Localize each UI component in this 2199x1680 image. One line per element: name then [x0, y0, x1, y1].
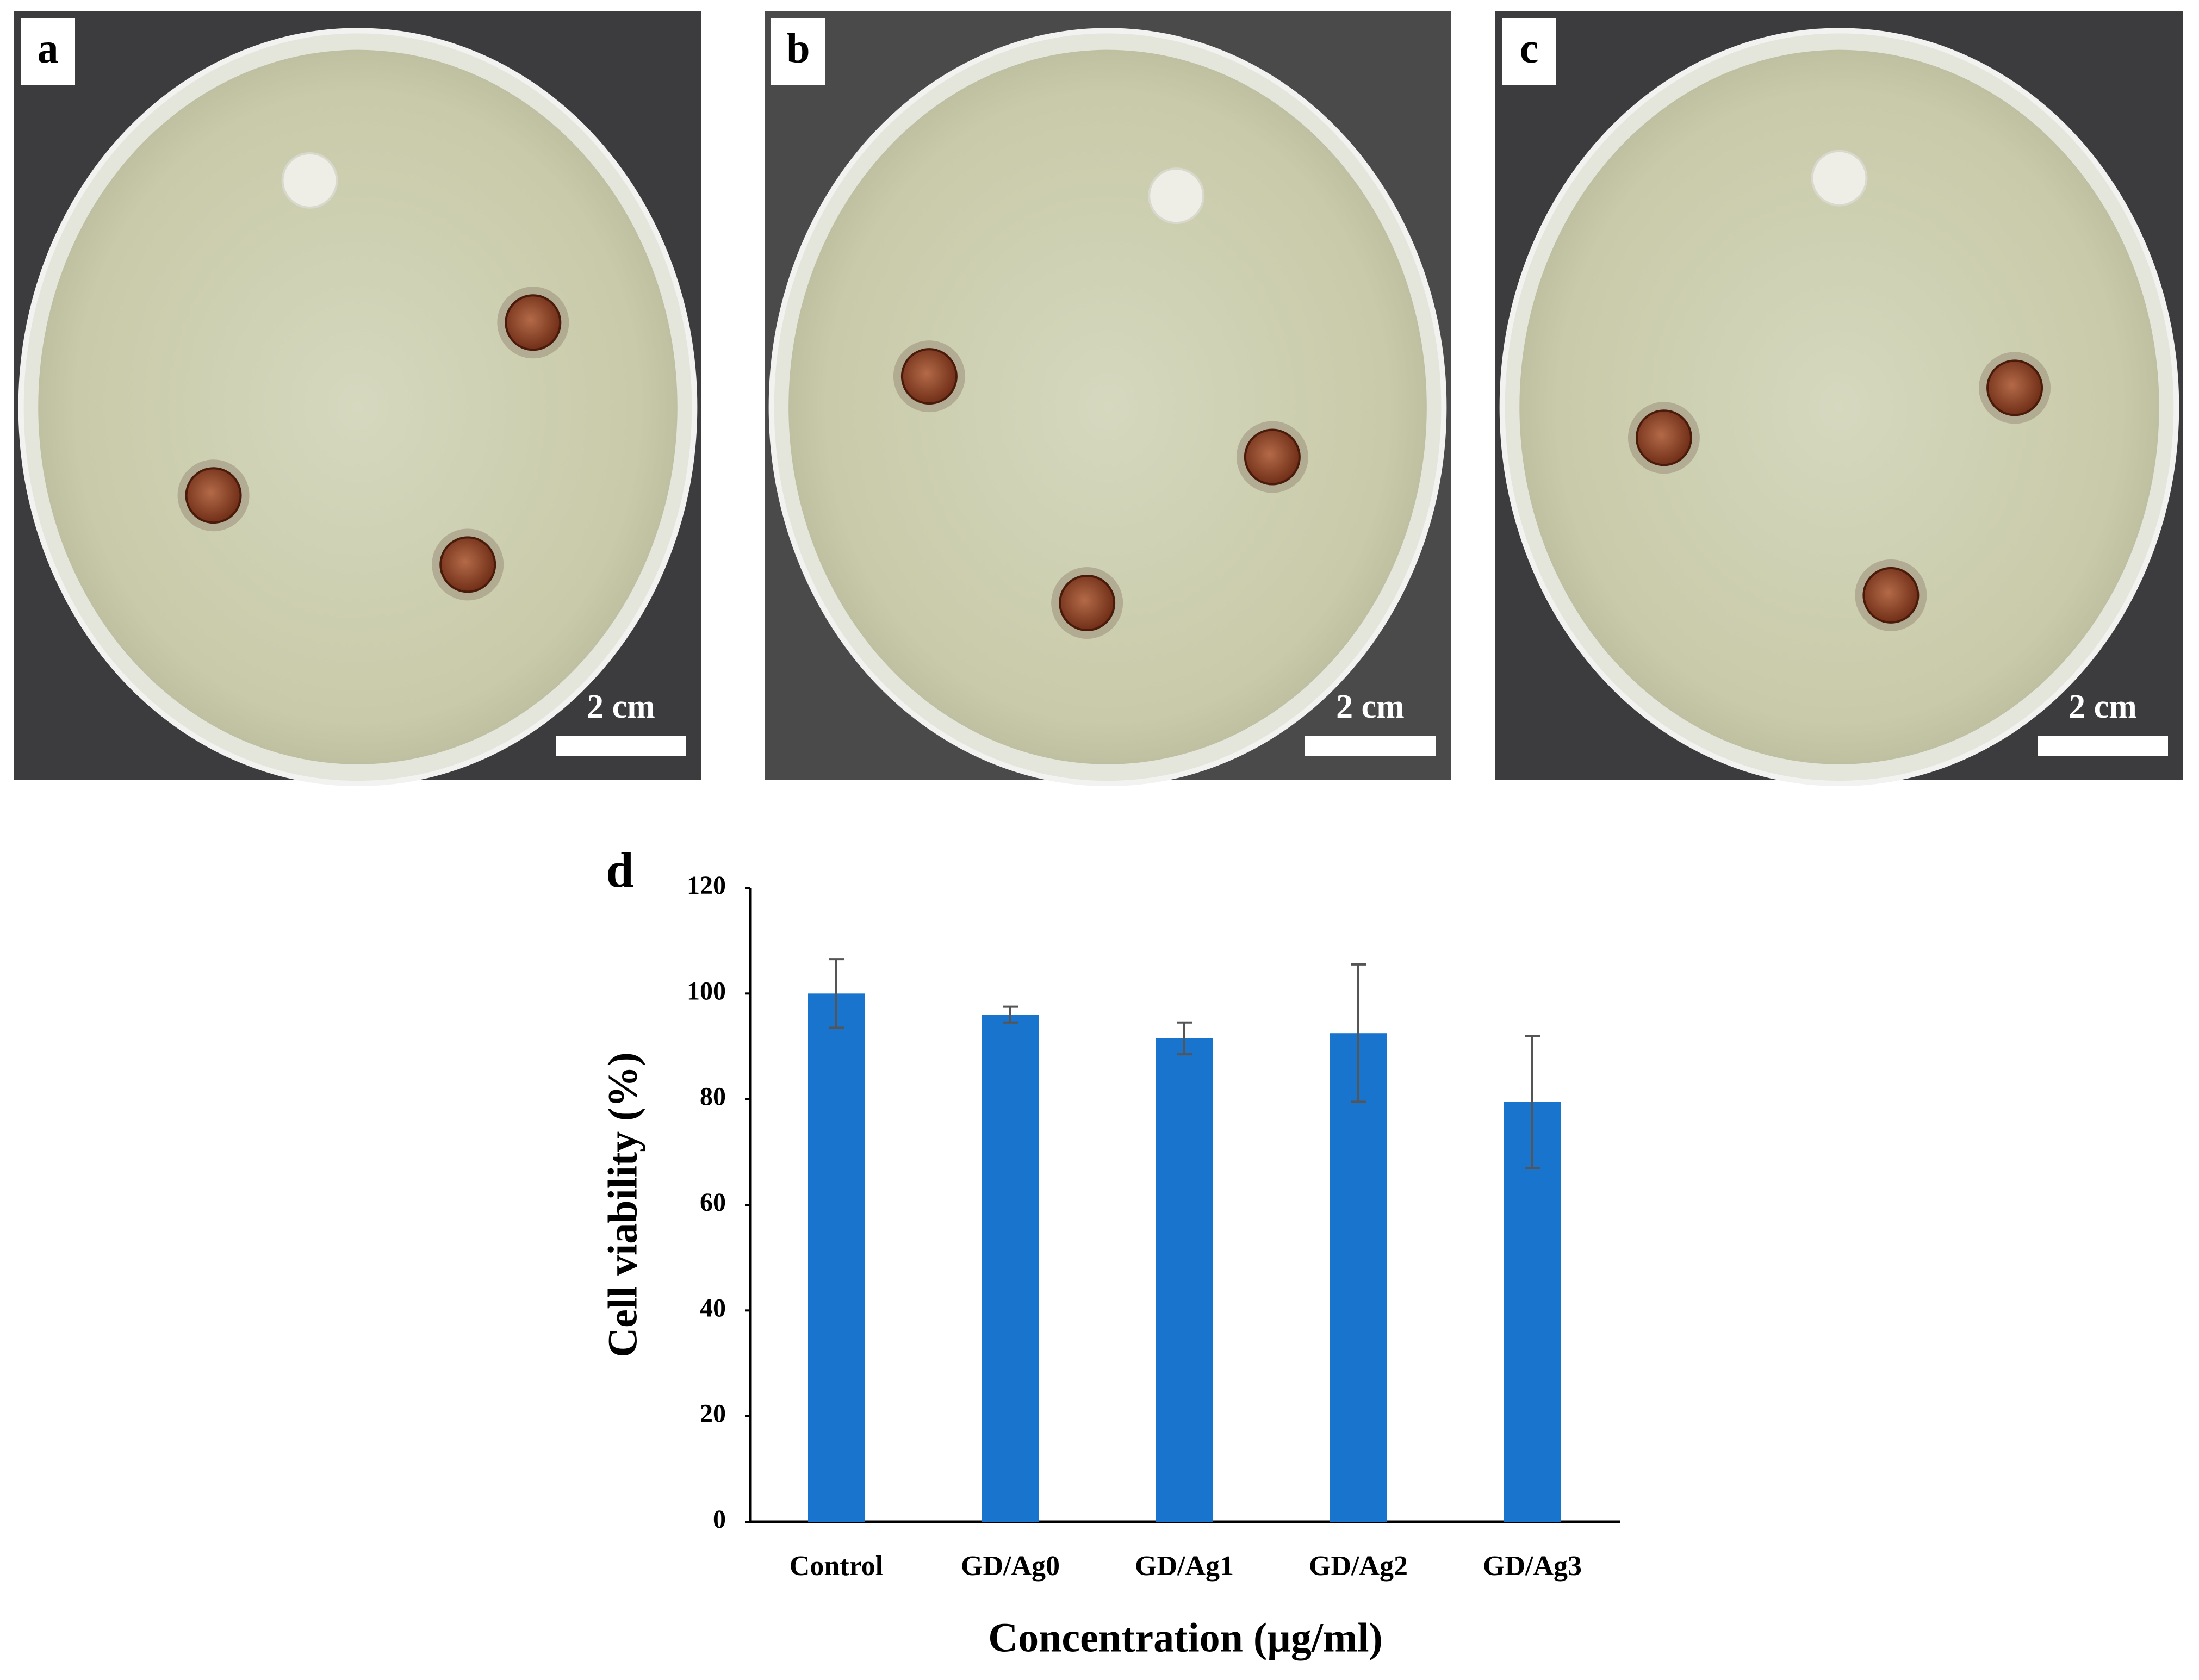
photo-panel: c 2 cm: [1495, 11, 2183, 787]
sample-disc: [281, 152, 338, 209]
scale-bar-label: 2 cm: [2068, 688, 2137, 725]
sample-disc: [1148, 167, 1205, 225]
bar: [982, 1015, 1039, 1522]
sample-disc: [185, 467, 242, 524]
y-tick-label: 60: [700, 1188, 726, 1217]
y-tick-label: 120: [687, 871, 726, 900]
sample-disc: [1059, 575, 1116, 632]
scale-bar-label: 2 cm: [1336, 688, 1405, 725]
x-tick-label: GD/Ag3: [1483, 1551, 1582, 1582]
sample-disc: [1635, 409, 1692, 466]
photo-panel: a 2 cm: [14, 11, 701, 787]
scale-bar: [556, 736, 686, 756]
x-tick-label: Control: [790, 1551, 883, 1582]
bar: [1330, 1033, 1387, 1522]
error-bar: [1177, 1021, 1192, 1056]
sample-disc: [1862, 567, 1920, 624]
panel-label: b: [786, 24, 810, 72]
sample-disc: [505, 294, 562, 351]
sample-disc: [900, 348, 958, 405]
x-tick-label: GD/Ag2: [1309, 1551, 1408, 1582]
x-axis-title: Concentration (µg/ml): [988, 1615, 1383, 1660]
error-bar: [829, 958, 844, 1029]
panel-label: a: [38, 24, 59, 72]
bar: [1504, 1102, 1561, 1522]
scale-bar: [1305, 736, 1436, 756]
x-tick-label: GD/Ag1: [1135, 1551, 1234, 1582]
panel-label-box: [21, 18, 75, 85]
agar: [1519, 49, 2159, 764]
panel-label-box: [771, 18, 825, 85]
sample-disc: [439, 536, 496, 593]
y-tick-label: 40: [700, 1293, 726, 1322]
y-tick-label: 100: [687, 976, 726, 1005]
scale-bar-label: 2 cm: [587, 688, 655, 725]
panel-label: c: [1520, 24, 1539, 72]
y-tick-label: 80: [700, 1082, 726, 1111]
panel-label: d: [606, 842, 633, 898]
error-bar: [1003, 1005, 1018, 1024]
sample-disc: [1811, 150, 1868, 207]
bar: [1156, 1038, 1213, 1522]
sample-disc: [1986, 359, 2043, 416]
y-tick-label: 0: [713, 1505, 726, 1534]
y-tick-label: 20: [700, 1399, 726, 1428]
photo-panel: b 2 cm: [765, 11, 1451, 787]
x-tick-label: GD/Ag0: [961, 1551, 1060, 1582]
error-bar: [1525, 1035, 1540, 1169]
bar: [808, 993, 865, 1522]
agar: [38, 49, 678, 764]
sample-disc: [1244, 428, 1301, 486]
y-axis-title: Cell viability (%): [600, 1052, 645, 1358]
panel-label-box: [1502, 18, 1556, 85]
error-bar: [1351, 963, 1366, 1103]
scale-bar: [2038, 736, 2168, 756]
agar: [788, 49, 1427, 764]
